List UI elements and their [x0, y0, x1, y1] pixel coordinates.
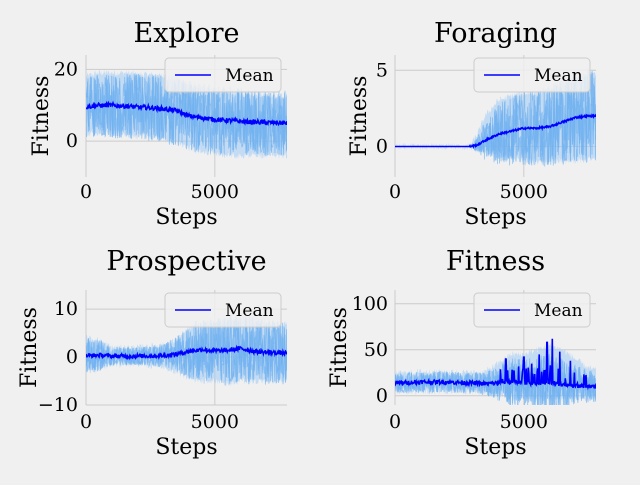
mean-line	[395, 338, 596, 391]
chart-title: Prospective	[106, 246, 266, 277]
y-tick-label: 10	[54, 298, 78, 320]
legend-label: Mean	[225, 66, 274, 86]
y-axis-label: Fitness	[29, 76, 54, 157]
sample-trace	[86, 74, 287, 156]
sample-trace	[395, 354, 596, 405]
y-axis-label: Fitness	[327, 307, 352, 388]
x-tick-label: 5000	[191, 411, 239, 433]
mean-line	[86, 100, 287, 127]
legend-box	[164, 57, 282, 93]
x-axis-label: Steps	[155, 205, 217, 230]
chart-title: Explore	[134, 18, 240, 49]
chart-title: Fitness	[446, 246, 545, 277]
y-tick-label: 50	[364, 339, 388, 361]
x-tick-label: 5000	[500, 411, 548, 433]
legend-box	[164, 292, 282, 328]
sample-trace	[86, 316, 287, 386]
y-tick-label: 0	[376, 136, 388, 158]
legend-label: Mean	[534, 301, 583, 321]
legend-box	[473, 292, 591, 328]
chart-title: Foraging	[434, 18, 557, 49]
mean-line	[395, 113, 596, 149]
y-tick-label: 0	[66, 130, 78, 152]
x-tick-label: 5000	[500, 181, 548, 203]
x-tick-label: 0	[80, 181, 92, 203]
x-tick-label: 0	[80, 411, 92, 433]
legend-label: Mean	[225, 301, 274, 321]
x-tick-label: 5000	[191, 181, 239, 203]
x-axis-label: Steps	[464, 205, 526, 230]
legend-label: Mean	[534, 66, 583, 86]
x-axis-label: Steps	[155, 435, 217, 460]
chart-foraging: 0 5000 0 5 Foraging Steps Fitness Mean	[347, 18, 596, 230]
y-tick-label: 5	[376, 59, 388, 81]
y-axis-label: Fitness	[347, 76, 372, 157]
y-axis-label: Fitness	[17, 307, 42, 388]
mean-line	[86, 344, 287, 361]
y-tick-label: 100	[352, 293, 388, 315]
legend-box	[473, 57, 591, 93]
y-tick-label: 0	[376, 385, 388, 407]
x-axis-label: Steps	[464, 435, 526, 460]
x-tick-label: 0	[389, 411, 401, 433]
x-tick-label: 0	[389, 181, 401, 203]
sample-trace	[86, 315, 287, 385]
y-tick-label: 20	[54, 58, 78, 80]
chart-explore: 0 5000 0 20 Explore Steps Fitness Mean	[29, 18, 287, 230]
y-tick-label: −10	[38, 394, 78, 416]
y-tick-label: 0	[66, 346, 78, 368]
